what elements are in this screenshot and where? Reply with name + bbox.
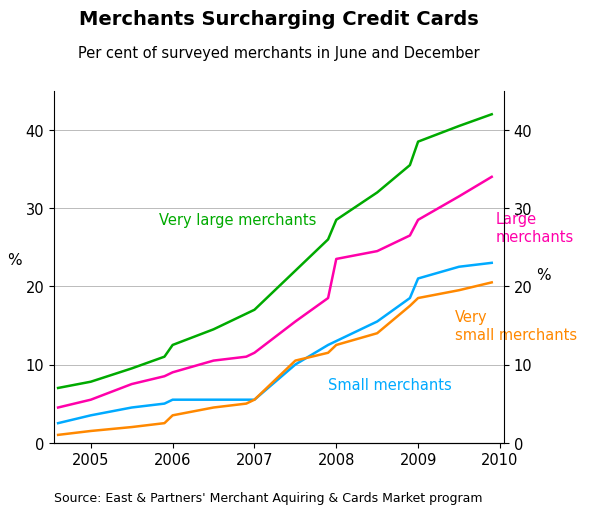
Y-axis label: %: % [7, 252, 22, 267]
Text: Very large merchants: Very large merchants [160, 213, 317, 228]
Text: Large
merchants: Large merchants [496, 212, 574, 244]
Text: Source: East & Partners' Merchant Aquiring & Cards Market program: Source: East & Partners' Merchant Aquiri… [54, 491, 482, 504]
Text: Per cent of surveyed merchants in June and December: Per cent of surveyed merchants in June a… [78, 46, 480, 61]
Text: Small merchants: Small merchants [328, 377, 452, 392]
Text: Very
small merchants: Very small merchants [455, 309, 577, 342]
Text: Merchants Surcharging Credit Cards: Merchants Surcharging Credit Cards [79, 10, 479, 29]
Y-axis label: %: % [536, 267, 551, 282]
